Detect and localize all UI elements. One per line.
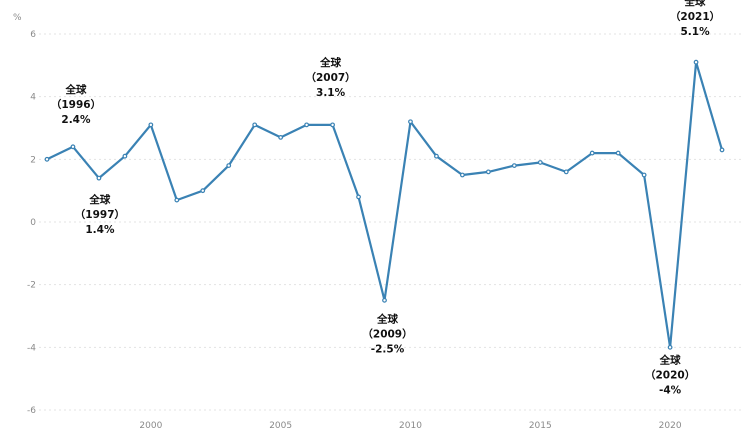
x-tick-label: 2015 (529, 421, 552, 431)
data-point (174, 197, 180, 203)
y-tick-label: 2 (30, 155, 36, 165)
y-tick-label: -6 (27, 406, 36, 416)
data-point (434, 153, 439, 159)
annotation-line: （2020） (645, 368, 695, 381)
data-point (200, 188, 206, 194)
annotation-line: 全球 (659, 353, 681, 366)
x-tick-label: 2010 (399, 421, 422, 431)
data-annotation: 全球 （1996） 2.4% (51, 83, 101, 126)
x-tick-label: 2005 (269, 421, 292, 431)
data-point (96, 175, 102, 181)
data-point (667, 344, 673, 350)
annotation-line: 5.1% (680, 26, 710, 38)
annotation-line: （1996） (51, 98, 101, 111)
data-annotation: 全球 （1997） 1.4% (75, 193, 125, 236)
annotation-line: -4% (659, 384, 682, 396)
x-tick-label: 2020 (659, 421, 682, 431)
annotation-line: -2.5% (371, 343, 405, 355)
data-point (719, 147, 725, 153)
annotation-line: 1.4% (85, 224, 115, 236)
data-point (44, 156, 50, 162)
data-point (252, 122, 258, 128)
annotation-line: （2009） (362, 327, 412, 340)
data-point (278, 134, 284, 140)
data-point (485, 169, 491, 175)
data-point (693, 59, 699, 65)
annotation-line: （2007） (305, 71, 355, 84)
annotation-line: （2021） (670, 10, 720, 23)
data-annotation: 全球 （2009） -2.5% (362, 312, 412, 355)
annotation-line: 全球 (684, 0, 706, 8)
data-point (226, 163, 232, 169)
data-point (70, 144, 76, 150)
series-line (46, 61, 724, 349)
y-axis-ticks: 6 4 2 0 -2 -4 -6 (27, 30, 36, 416)
y-tick-label: -2 (27, 281, 36, 291)
x-tick-label: 2000 (139, 421, 162, 431)
data-point (304, 122, 310, 128)
y-tick-label: 0 (30, 218, 36, 228)
y-tick-label: 4 (30, 93, 36, 103)
annotation-line: 全球 (64, 83, 86, 96)
annotation-line: 2.4% (61, 114, 91, 126)
data-point (382, 297, 387, 303)
annotation-line: 全球 (376, 312, 398, 325)
annotations: 全球 （1996） 2.4% 全球 （1997） 1.4% 全球 （2007） 3.1% 全球 （2… (51, 0, 720, 396)
annotation-line: （1997） (75, 208, 125, 221)
data-point (511, 163, 517, 169)
data-point (148, 122, 154, 128)
data-point (537, 160, 543, 165)
data-point (122, 153, 128, 159)
data-annotation: 全球 （2021） 5.1% (670, 0, 720, 38)
data-point (563, 169, 569, 175)
annotation-line: 3.1% (316, 87, 346, 99)
y-tick-label: 6 (30, 30, 36, 40)
data-annotation: 全球 （2007） 3.1% (305, 56, 355, 99)
annotation-line: 全球 (88, 193, 110, 206)
data-point (641, 172, 647, 178)
x-axis-ticks: 2000 2005 2010 2015 2020 (139, 421, 681, 431)
data-point (459, 172, 465, 178)
data-point (330, 122, 335, 128)
data-point (408, 119, 413, 125)
data-point (615, 150, 621, 156)
data-point (589, 150, 595, 156)
data-annotation: 全球 （2020） -4% (645, 353, 695, 396)
y-axis-unit-label: % (13, 13, 22, 23)
annotation-line: 全球 (319, 56, 341, 69)
y-tick-label: -4 (27, 343, 36, 353)
data-points (44, 59, 725, 350)
data-point (356, 194, 361, 200)
series (46, 61, 724, 349)
